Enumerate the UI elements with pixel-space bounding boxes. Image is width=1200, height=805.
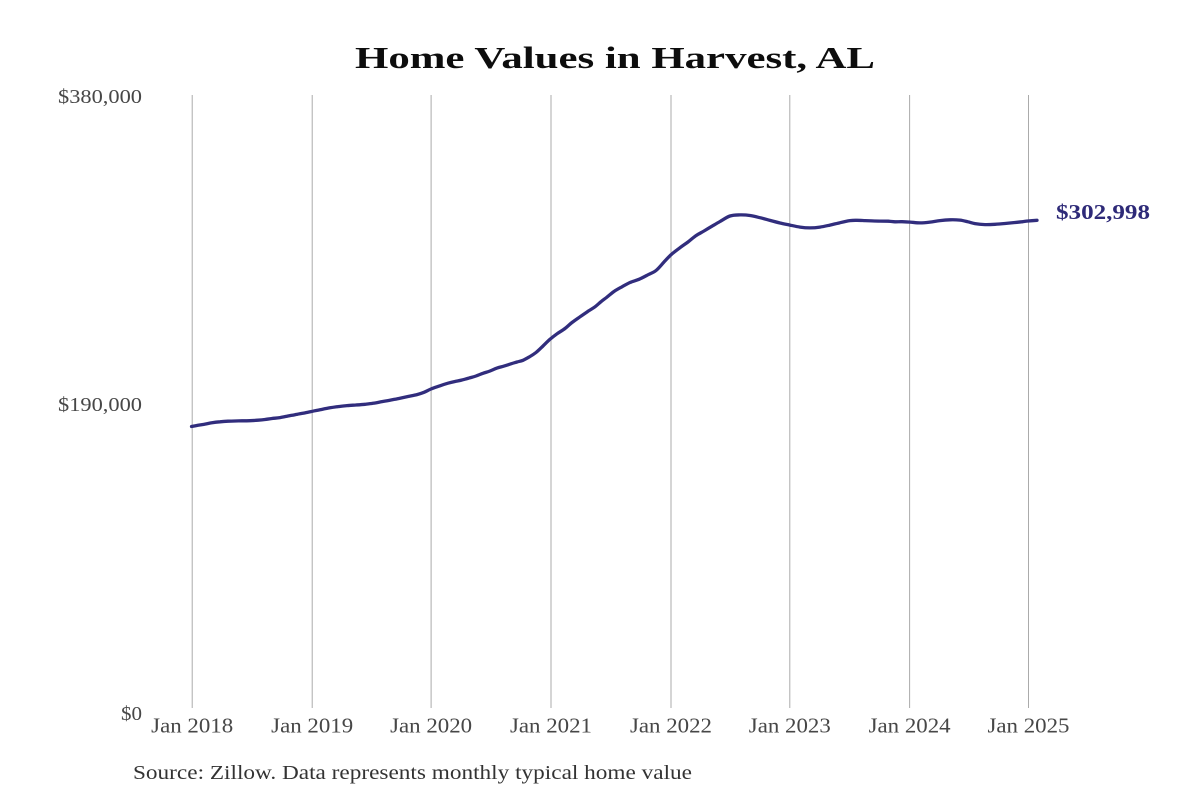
svg-text:$0: $0 <box>121 703 142 725</box>
svg-text:Jan 2020: Jan 2020 <box>390 714 472 738</box>
svg-text:$380,000: $380,000 <box>58 86 142 108</box>
svg-text:Source: Zillow. Data represent: Source: Zillow. Data represents monthly … <box>133 762 692 784</box>
svg-text:Jan 2025: Jan 2025 <box>988 714 1070 738</box>
svg-text:Jan 2023: Jan 2023 <box>749 714 831 738</box>
svg-text:Jan 2021: Jan 2021 <box>510 714 592 738</box>
svg-text:Home Values in Harvest, AL: Home Values in Harvest, AL <box>355 40 875 75</box>
svg-text:Jan 2018: Jan 2018 <box>151 714 233 738</box>
svg-text:$302,998: $302,998 <box>1056 200 1150 224</box>
svg-text:$190,000: $190,000 <box>58 394 142 416</box>
svg-text:Jan 2022: Jan 2022 <box>630 714 712 738</box>
svg-text:Jan 2024: Jan 2024 <box>869 714 951 738</box>
svg-text:Jan 2019: Jan 2019 <box>271 714 353 738</box>
